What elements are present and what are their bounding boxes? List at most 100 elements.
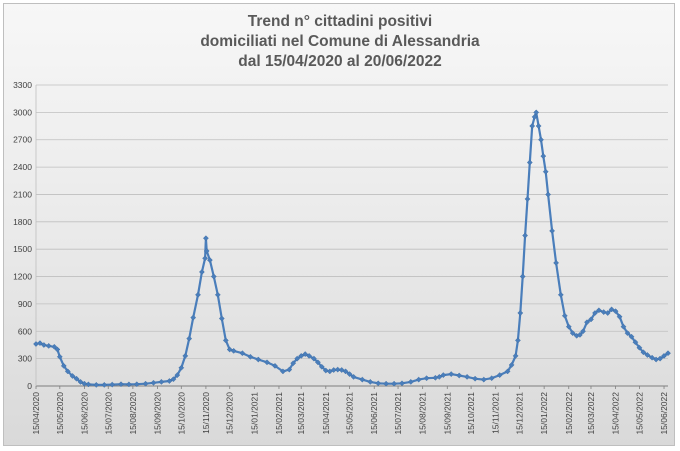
- data-point-marker: [272, 363, 278, 369]
- data-point-marker: [636, 344, 643, 351]
- x-tick-label: 15/07/2020: [103, 392, 113, 435]
- data-point-marker: [561, 312, 568, 319]
- x-tick-label: 15/03/2021: [296, 392, 306, 435]
- data-point-marker: [538, 136, 544, 143]
- chart-area: Trend n° cittadini positivi domiciliati …: [3, 3, 675, 446]
- x-tick-label: 15/08/2020: [128, 392, 138, 435]
- x-tick-label: 15/06/2021: [369, 392, 379, 435]
- data-point-marker: [56, 353, 63, 360]
- data-point-marker: [448, 371, 455, 377]
- data-point-marker: [432, 374, 439, 381]
- data-point-marker: [142, 380, 149, 387]
- data-point-marker: [592, 310, 598, 316]
- x-tick-label: 15/12/2021: [515, 392, 525, 435]
- data-point-marker: [504, 368, 511, 375]
- data-point-marker: [202, 255, 208, 262]
- data-point-marker: [661, 353, 667, 359]
- data-point-marker: [496, 372, 503, 378]
- data-point-marker: [302, 351, 309, 357]
- data-point-marker: [37, 340, 43, 346]
- data-point-marker: [280, 368, 286, 375]
- data-point-marker: [542, 168, 549, 175]
- data-point-marker: [222, 337, 229, 344]
- data-point-marker: [620, 323, 627, 330]
- data-point-marker: [247, 353, 254, 360]
- data-point-marker: [604, 310, 611, 316]
- data-point-marker: [423, 375, 430, 382]
- data-point-marker: [81, 380, 88, 387]
- data-point-marker: [101, 382, 108, 388]
- data-point-marker: [577, 332, 583, 338]
- data-point-marker: [407, 379, 414, 385]
- data-point-marker: [73, 375, 80, 382]
- data-point-marker: [415, 376, 422, 383]
- data-point-marker: [126, 381, 132, 388]
- data-point-marker: [480, 376, 487, 383]
- data-point-marker: [133, 381, 140, 388]
- data-point-marker: [600, 309, 607, 315]
- data-point-marker: [195, 291, 201, 298]
- data-point-marker: [632, 339, 639, 346]
- chart-title: Trend n° cittadini positivi domiciliati …: [4, 12, 676, 72]
- data-point-marker: [199, 269, 205, 275]
- data-point-marker: [54, 346, 61, 353]
- data-point-marker: [158, 379, 165, 385]
- data-point-marker: [464, 374, 470, 380]
- data-point-marker: [557, 291, 564, 298]
- data-point-marker: [565, 323, 572, 330]
- data-point-marker: [535, 123, 542, 129]
- data-point-marker: [512, 353, 519, 359]
- chart-title-line-1: Trend n° cittadini positivi: [247, 13, 433, 30]
- x-tick-label: 15/05/2022: [634, 392, 644, 435]
- data-point-marker: [210, 273, 217, 280]
- y-tick-label: 1200: [13, 272, 32, 282]
- data-point-marker: [290, 360, 297, 367]
- x-tick-label: 15/05/2020: [55, 392, 65, 435]
- data-point-marker: [230, 348, 237, 354]
- data-point-marker: [649, 354, 655, 361]
- x-tick-label: 15/11/2020: [201, 392, 211, 434]
- data-point-marker: [456, 372, 463, 379]
- series-markers: [33, 109, 671, 388]
- x-tick-label: 15/08/2021: [418, 392, 428, 435]
- x-tick-label: 15/04/2022: [611, 392, 621, 435]
- data-point-marker: [440, 372, 447, 378]
- x-tick-label: 15/02/2021: [274, 392, 284, 435]
- data-point-marker: [399, 380, 405, 387]
- data-point-marker: [186, 335, 193, 342]
- axes: [35, 85, 668, 389]
- x-tick-labels: 15/04/2020 15/05/2020 15/06/2020 15/07/2020…: [31, 392, 669, 435]
- data-point-marker: [41, 342, 47, 348]
- data-point-marker: [580, 328, 586, 335]
- data-point-marker: [77, 379, 84, 385]
- y-tick-label: 2700: [13, 135, 32, 145]
- data-point-marker: [64, 368, 71, 375]
- data-point-marker: [60, 363, 67, 369]
- data-point-marker: [264, 359, 270, 366]
- data-point-marker: [657, 355, 663, 362]
- y-tick-label: 300: [18, 354, 32, 364]
- data-point-marker: [665, 350, 671, 357]
- y-tick-labels: 0 300 600 900 1200 1500 1800 2100 2400 2700 3000 33…: [13, 80, 32, 391]
- data-point-marker: [286, 366, 293, 373]
- data-point-marker: [51, 343, 58, 350]
- data-point-marker: [553, 260, 559, 266]
- data-point-marker: [174, 372, 181, 378]
- x-tick-label: 15/11/2021: [491, 392, 501, 434]
- data-point-marker: [214, 291, 221, 298]
- data-point-marker: [207, 257, 213, 263]
- data-point-marker: [531, 114, 538, 120]
- data-point-marker: [350, 374, 357, 380]
- data-point-marker: [519, 273, 526, 280]
- data-point-marker: [367, 379, 374, 385]
- data-point-marker: [218, 315, 225, 322]
- y-tick-label: 3000: [13, 107, 32, 117]
- y-tick-label: 2400: [13, 162, 32, 172]
- chart-title-line-3: dal 15/04/2020 al 20/06/2022: [238, 53, 442, 70]
- x-tick-label: 15/02/2022: [564, 392, 574, 435]
- data-point-marker: [311, 355, 317, 362]
- data-point-marker: [640, 349, 647, 356]
- x-tick-label: 15/10/2020: [176, 392, 186, 435]
- data-point-marker: [526, 159, 533, 166]
- y-tick-label: 0: [27, 381, 32, 391]
